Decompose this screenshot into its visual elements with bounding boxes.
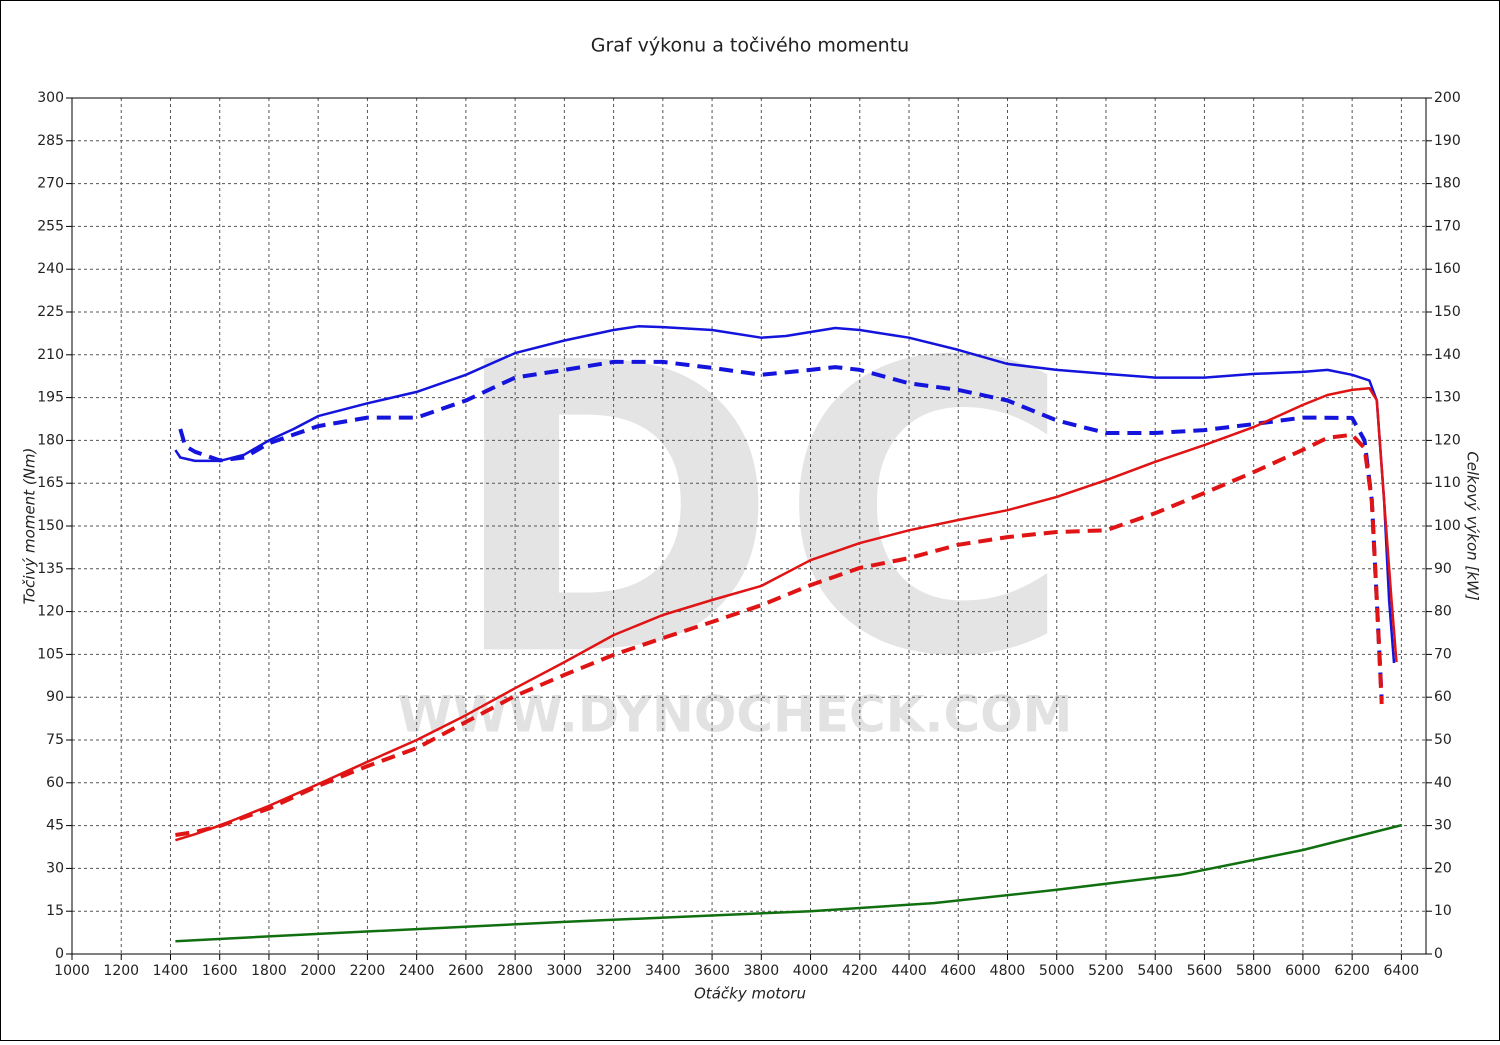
y-tick-label: 75 [46, 732, 64, 748]
series-line [175, 823, 1402, 943]
x-tick-label: 5000 [1039, 963, 1075, 979]
y-tick-label: 285 [37, 133, 64, 149]
y-tick-label: 135 [37, 561, 64, 577]
y-tick-label: 300 [37, 90, 64, 106]
y-tick-label: 90 [46, 689, 64, 705]
x-tick-label: 6000 [1285, 963, 1321, 979]
y2-tick-label: 130 [1434, 390, 1461, 406]
x-tick-label: 2800 [497, 963, 533, 979]
x-tick-label: 2000 [300, 963, 336, 979]
y2-tick-label: 60 [1434, 689, 1452, 705]
series-line [175, 432, 1384, 837]
y2-tick-label: 100 [1434, 518, 1461, 534]
x-tick-label: 1800 [251, 963, 287, 979]
y-tick-label: 195 [37, 390, 64, 406]
y-tick-label: 60 [46, 775, 64, 791]
x-tick-label: 2600 [448, 963, 484, 979]
y2-tick-label: 30 [1434, 818, 1452, 834]
y-tick-label: 270 [37, 176, 64, 192]
watermark-url: WWW.DYNOCHECK.COM [398, 686, 1073, 744]
background-layer: DC WWW.DYNOCHECK.COM [398, 279, 1073, 744]
chart-title: Graf výkonu a točivého momentu [591, 35, 909, 57]
y-tick-label: 120 [37, 604, 64, 620]
x-tick-label: 3800 [743, 963, 779, 979]
y2-tick-label: 200 [1434, 90, 1461, 106]
x-tick-label: 4000 [793, 963, 829, 979]
y2-tick-label: 90 [1434, 561, 1452, 577]
x-tick-label: 4400 [891, 963, 927, 979]
y2-tick-label: 50 [1434, 732, 1452, 748]
y-tick-label: 150 [37, 518, 64, 534]
y-axis-label: Točivý moment (Nm) [21, 448, 39, 605]
y2-tick-label: 140 [1434, 347, 1461, 363]
x-tick-label: 6200 [1334, 963, 1370, 979]
plot-border [71, 97, 1427, 955]
y2-tick-label: 10 [1434, 903, 1452, 919]
y-tick-label: 255 [37, 218, 64, 234]
y-tick-label: 15 [46, 903, 64, 919]
x-tick-label: 4800 [990, 963, 1026, 979]
y2-tick-label: 120 [1434, 432, 1461, 448]
watermark: DC [447, 279, 1073, 744]
y-tick-label: 210 [37, 347, 64, 363]
x-tick-label: 5600 [1187, 963, 1223, 979]
series-line [175, 386, 1398, 842]
x-tick-label: 4200 [842, 963, 878, 979]
x-tick-label: 3200 [596, 963, 632, 979]
x-tick-label: 1200 [103, 963, 139, 979]
y2-tick-label: 160 [1434, 261, 1461, 277]
x-axis-label: Otáčky motoru [694, 985, 806, 1003]
y2-tick-label: 190 [1434, 133, 1461, 149]
x-tick-label: 6400 [1384, 963, 1420, 979]
x-tick-label: 1600 [202, 963, 238, 979]
y2-axis-label: Celkový výkon [kW] [1464, 451, 1482, 601]
y-tick-label: 45 [46, 818, 64, 834]
x-tick-label: 5200 [1088, 963, 1124, 979]
y-tick-label: 225 [37, 304, 64, 320]
y-tick-label: 30 [46, 860, 64, 876]
y-tick-label: 180 [37, 432, 64, 448]
x-tick-label: 3600 [694, 963, 730, 979]
x-tick-label: 1000 [54, 963, 90, 979]
y2-tick-label: 70 [1434, 646, 1452, 662]
y-tick-label: 105 [37, 646, 64, 662]
y2-tick-label: 80 [1434, 604, 1452, 620]
y-tick-label: 165 [37, 475, 64, 491]
x-tick-label: 4600 [940, 963, 976, 979]
y2-tick-label: 110 [1434, 475, 1461, 491]
x-tick-label: 3400 [645, 963, 681, 979]
y2-tick-label: 0 [1434, 946, 1443, 962]
y-tick-label: 0 [55, 946, 64, 962]
series-line [174, 325, 1396, 664]
x-tick-label: 5400 [1137, 963, 1173, 979]
x-tick-label: 1400 [153, 963, 189, 979]
x-tick-label: 5800 [1236, 963, 1272, 979]
y2-tick-label: 40 [1434, 775, 1452, 791]
y2-tick-label: 150 [1434, 304, 1461, 320]
y-tick-label: 240 [37, 261, 64, 277]
y2-tick-label: 20 [1434, 860, 1452, 876]
y2-tick-label: 170 [1434, 218, 1461, 234]
x-tick-label: 2200 [350, 963, 386, 979]
x-tick-label: 2400 [399, 963, 435, 979]
x-tick-label: 3000 [547, 963, 583, 979]
y2-tick-label: 180 [1434, 176, 1461, 192]
series-line [178, 359, 1384, 701]
